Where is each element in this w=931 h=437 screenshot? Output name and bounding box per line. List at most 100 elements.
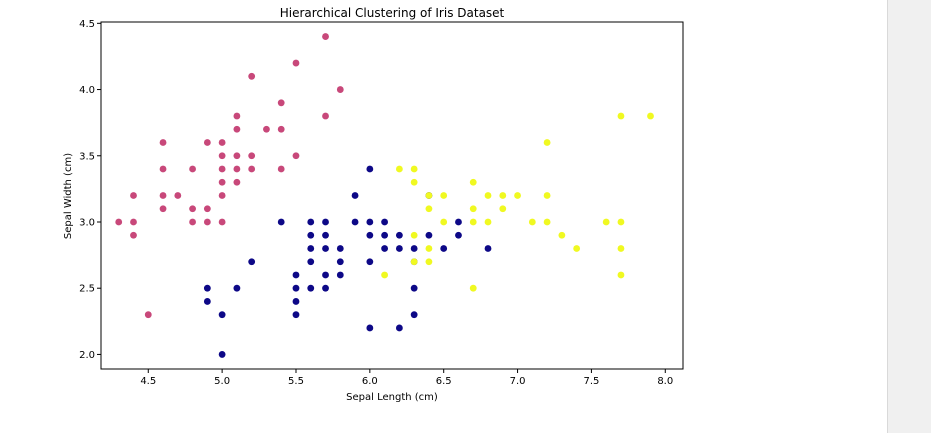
- data-point: [144, 311, 152, 319]
- data-point: [381, 271, 389, 279]
- data-point: [218, 152, 226, 160]
- data-point: [322, 33, 329, 40]
- x-tick-label: 5.0: [214, 376, 230, 387]
- data-point: [528, 218, 536, 226]
- data-point: [174, 192, 182, 199]
- data-point: [307, 284, 315, 292]
- data-point: [425, 192, 433, 199]
- data-point: [499, 205, 507, 213]
- data-point: [189, 165, 196, 173]
- data-point: [292, 298, 300, 305]
- data-point: [277, 165, 285, 173]
- data-point: [292, 59, 300, 67]
- data-point: [366, 231, 374, 239]
- data-point: [307, 218, 315, 226]
- data-point: [218, 218, 226, 226]
- data-point: [425, 231, 433, 239]
- data-point: [484, 245, 492, 252]
- data-point: [425, 205, 433, 213]
- axes-frame: [100, 21, 684, 370]
- data-point: [322, 218, 329, 226]
- data-point: [381, 245, 389, 252]
- data-points: [115, 33, 654, 358]
- data-point: [307, 231, 315, 239]
- data-point: [543, 218, 551, 226]
- data-point: [469, 218, 477, 226]
- data-point: [395, 231, 403, 239]
- data-point: [484, 218, 492, 226]
- data-point: [410, 284, 418, 292]
- data-point: [425, 245, 433, 252]
- data-point: [381, 218, 389, 226]
- data-point: [130, 218, 137, 226]
- data-point: [366, 324, 374, 332]
- data-point: [366, 218, 374, 226]
- y-tick-label: 3.5: [79, 151, 95, 162]
- data-point: [203, 205, 211, 213]
- data-point: [277, 125, 285, 133]
- data-point: [617, 245, 625, 252]
- data-point: [410, 245, 418, 252]
- y-tick-label: 2.5: [79, 284, 95, 295]
- data-point: [159, 139, 167, 146]
- x-tick-label: 6.0: [362, 376, 378, 387]
- data-point: [130, 231, 137, 239]
- data-point: [189, 205, 196, 213]
- data-point: [263, 125, 270, 133]
- data-point: [248, 72, 256, 80]
- data-point: [469, 284, 477, 292]
- data-point: [218, 351, 226, 358]
- data-point: [233, 125, 241, 133]
- data-point: [322, 271, 329, 279]
- data-point: [218, 165, 226, 173]
- data-point: [233, 178, 241, 186]
- data-point: [336, 245, 344, 252]
- data-point: [292, 311, 300, 319]
- scatter-chart: Hierarchical Clustering of Iris Dataset …: [63, 6, 684, 403]
- data-point: [130, 192, 137, 199]
- data-point: [336, 86, 344, 93]
- data-point: [351, 218, 359, 226]
- data-point: [617, 112, 625, 120]
- data-point: [307, 258, 315, 266]
- data-point: [514, 192, 521, 199]
- data-point: [543, 192, 551, 199]
- data-point: [425, 258, 433, 266]
- data-point: [322, 112, 329, 120]
- data-point: [218, 139, 226, 146]
- x-tick-label: 7.0: [510, 376, 526, 387]
- data-point: [248, 165, 256, 173]
- data-point: [381, 231, 389, 239]
- data-point: [336, 271, 344, 279]
- data-point: [336, 258, 344, 266]
- x-tick-label: 4.5: [140, 376, 156, 387]
- data-point: [203, 298, 211, 305]
- data-point: [307, 245, 315, 252]
- data-point: [395, 245, 403, 252]
- x-tick-label: 6.5: [436, 376, 452, 387]
- data-point: [455, 231, 462, 239]
- data-point: [233, 165, 241, 173]
- data-point: [248, 152, 256, 160]
- data-point: [159, 165, 167, 173]
- x-tick-label: 5.5: [288, 376, 304, 387]
- data-point: [440, 218, 448, 226]
- data-point: [322, 231, 329, 239]
- data-point: [647, 112, 654, 120]
- data-point: [366, 258, 374, 266]
- data-point: [395, 324, 403, 332]
- data-point: [410, 231, 418, 239]
- data-point: [322, 245, 329, 252]
- data-point: [203, 218, 211, 226]
- data-point: [440, 245, 448, 252]
- data-point: [189, 218, 196, 226]
- y-tick-label: 4.5: [79, 19, 95, 30]
- data-point: [410, 178, 418, 186]
- data-point: [573, 245, 581, 252]
- y-tick-label: 2.0: [79, 350, 95, 361]
- x-axis-ticks: 4.5 5.0 5.5 6.0 6.5 7.0 7.5 8.0: [140, 369, 673, 387]
- data-point: [410, 165, 418, 173]
- data-point: [322, 284, 329, 292]
- data-point: [455, 218, 462, 226]
- x-tick-label: 7.5: [583, 376, 599, 387]
